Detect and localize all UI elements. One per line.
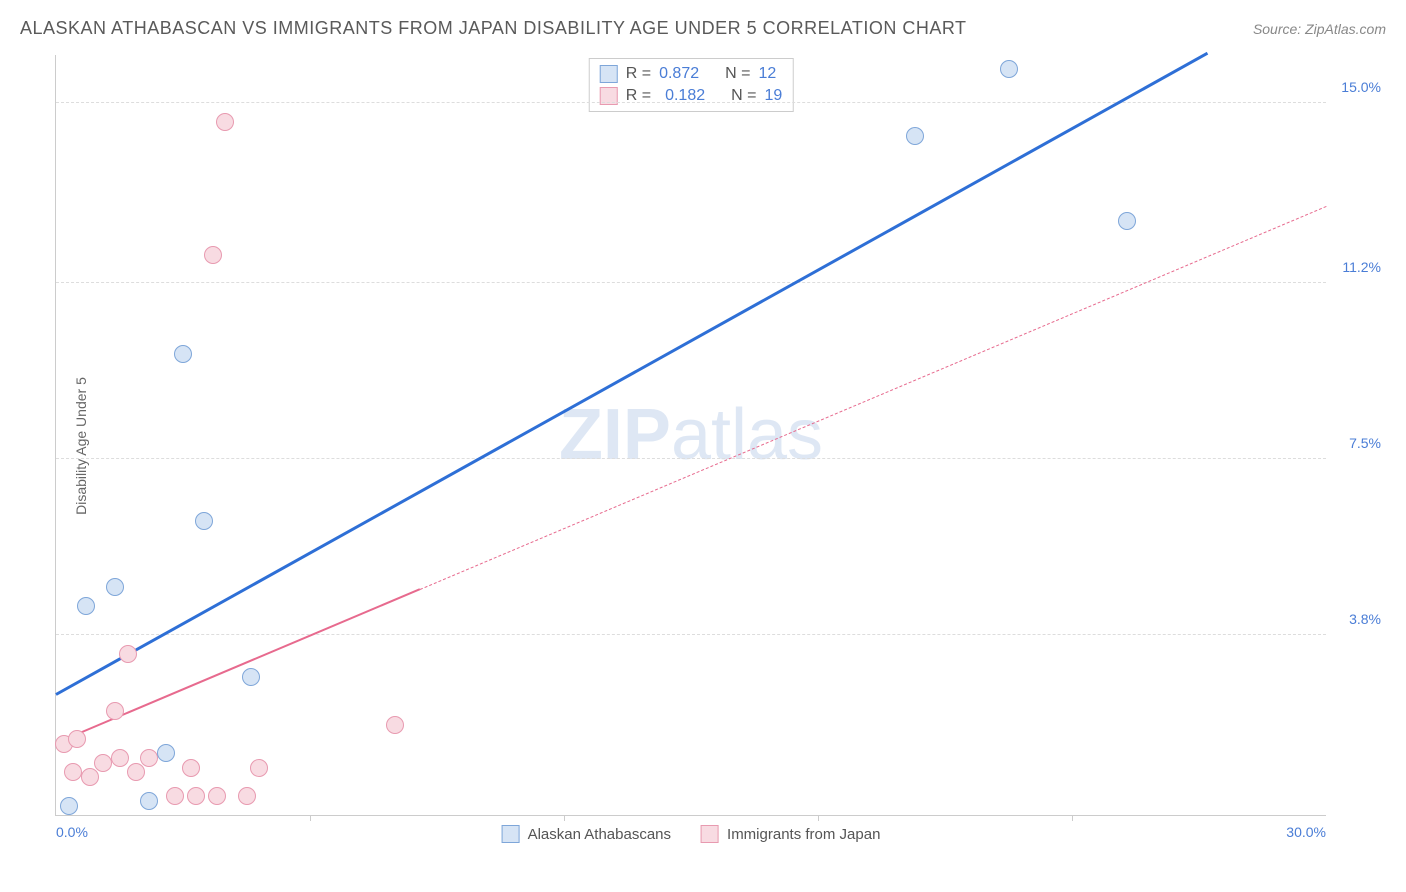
data-point [111,749,129,767]
legend-row-blue: R = 0.872 N = 12 [600,63,783,85]
series-label-pink: Immigrants from Japan [727,826,880,843]
x-tick [1072,815,1073,821]
chart-header: ALASKAN ATHABASCAN VS IMMIGRANTS FROM JA… [20,18,1386,39]
y-tick-label: 7.5% [1349,435,1381,451]
legend-item-pink: Immigrants from Japan [701,825,880,843]
x-tick-label: 0.0% [56,824,88,840]
trend-line [420,206,1326,590]
swatch-blue [600,65,618,83]
x-tick [310,815,311,821]
data-point [157,744,175,762]
series-label-blue: Alaskan Athabascans [528,826,671,843]
data-point [238,787,256,805]
data-point [906,127,924,145]
y-tick-label: 15.0% [1341,79,1381,95]
data-point [1118,212,1136,230]
chart-source: Source: ZipAtlas.com [1253,21,1386,37]
data-point [208,787,226,805]
data-point [182,759,200,777]
data-point [77,597,95,615]
x-tick [564,815,565,821]
data-point [174,345,192,363]
swatch-pink-icon [701,825,719,843]
data-point [166,787,184,805]
data-point [64,763,82,781]
legend-item-blue: Alaskan Athabascans [502,825,671,843]
r-label-blue: R = [626,65,651,83]
data-point [1000,60,1018,78]
gridline [56,282,1326,283]
x-tick-label: 30.0% [1286,824,1326,840]
data-point [187,787,205,805]
gridline [56,458,1326,459]
gridline [56,634,1326,635]
swatch-blue-icon [502,825,520,843]
data-point [119,645,137,663]
gridline [56,102,1326,103]
chart-plot-area: ZIPatlas R = 0.872 N = 12 R = 0.182 N = … [55,55,1326,816]
data-point [106,702,124,720]
data-point [140,792,158,810]
watermark-light: atlas [671,395,823,475]
data-point [195,512,213,530]
data-point [386,716,404,734]
chart-title: ALASKAN ATHABASCAN VS IMMIGRANTS FROM JA… [20,18,967,39]
data-point [242,668,260,686]
watermark-bold: ZIP [559,395,671,475]
y-tick-label: 3.8% [1349,611,1381,627]
trend-line [55,52,1208,696]
data-point [81,768,99,786]
data-point [127,763,145,781]
correlation-legend: R = 0.872 N = 12 R = 0.182 N = 19 [589,58,794,112]
x-tick [818,815,819,821]
series-legend: Alaskan Athabascans Immigrants from Japa… [502,825,881,843]
y-tick-label: 11.2% [1342,259,1381,275]
data-point [68,730,86,748]
r-value-blue: 0.872 [659,65,699,83]
data-point [216,113,234,131]
data-point [250,759,268,777]
data-point [204,246,222,264]
legend-row-pink: R = 0.182 N = 19 [600,85,783,107]
data-point [140,749,158,767]
data-point [94,754,112,772]
data-point [106,578,124,596]
n-value-blue: 12 [758,65,776,83]
data-point [60,797,78,815]
n-label-blue: N = [725,65,750,83]
